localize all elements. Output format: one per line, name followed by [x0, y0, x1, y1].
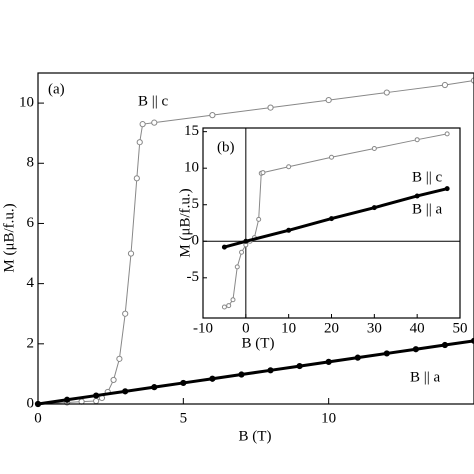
- data-point: [234, 264, 240, 270]
- y-tick-label: 15: [184, 123, 199, 139]
- data-point: [371, 145, 377, 151]
- data-point: [243, 238, 249, 244]
- data-point: [256, 216, 262, 222]
- x-axis-label: B (T): [239, 428, 272, 444]
- data-point: [63, 396, 71, 403]
- annotation: B || c: [138, 93, 169, 109]
- x-tick-label: 50: [453, 320, 468, 336]
- data-point: [325, 358, 332, 365]
- y-tick-label: 2: [27, 335, 35, 351]
- y-tick-label: 0: [192, 233, 200, 249]
- main-chart: 0 5 10 0 2 4 6 8 10 (a) B || c B || a B (T) M (μB/f.u…: [1, 72, 474, 444]
- data-point: [383, 350, 390, 357]
- data-point: [221, 304, 227, 310]
- data-point: [238, 371, 245, 378]
- data-point: [239, 249, 245, 255]
- data-point: [221, 244, 227, 250]
- x-tick-label: 5: [180, 410, 188, 426]
- data-point: [296, 362, 303, 370]
- data-point: [122, 388, 129, 395]
- y-tick-label: 0: [27, 395, 35, 411]
- y-tick-label: 4: [27, 275, 35, 291]
- data-point: [441, 341, 449, 349]
- axes-frame: [202, 127, 461, 319]
- x-tick-label: 40: [410, 320, 425, 336]
- axes-frame: [37, 72, 474, 405]
- data-point: [267, 104, 274, 111]
- data-point: [267, 367, 274, 374]
- data-point: [127, 250, 135, 257]
- data-point: [441, 81, 449, 89]
- inset-chart: -10 0 10 20 30 40 50 -5 0 5 10 15 (b) B || c B || a B (…: [177, 123, 467, 351]
- data-point: [230, 297, 236, 303]
- series-line: [37, 339, 474, 406]
- data-point: [226, 303, 232, 309]
- data-point: [412, 346, 419, 353]
- series-line: [224, 133, 448, 308]
- data-point: [383, 89, 390, 96]
- data-point: [329, 154, 334, 160]
- data-point: [136, 139, 143, 146]
- y-axis-label: M (μB/f.u.): [177, 188, 193, 257]
- data-point: [93, 397, 100, 405]
- data-point: [133, 175, 140, 182]
- y-axis-label: M (μB/f.u.): [1, 203, 17, 272]
- annotation: B || a: [410, 369, 441, 385]
- annotation: B || c: [412, 169, 443, 185]
- annotation: (b): [217, 139, 235, 155]
- data-point: [414, 137, 420, 143]
- data-point: [151, 384, 158, 391]
- x-tick-label: 0: [242, 320, 250, 336]
- data-point: [209, 112, 216, 119]
- data-point: [444, 186, 450, 192]
- y-tick-label: 10: [19, 95, 34, 111]
- data-point: [329, 216, 334, 222]
- data-point: [139, 121, 146, 128]
- y-tick-label: -5: [187, 269, 200, 285]
- y-tick-label: 6: [27, 215, 35, 231]
- data-point: [325, 96, 332, 104]
- data-point: [209, 375, 216, 382]
- data-point: [371, 205, 377, 211]
- x-tick-label: 0: [34, 410, 42, 426]
- data-point: [151, 119, 158, 126]
- data-point: [110, 376, 117, 384]
- data-point: [354, 354, 361, 361]
- x-tick-label: 30: [367, 320, 382, 336]
- data-point: [414, 193, 420, 199]
- x-tick-label: 20: [324, 320, 339, 336]
- data-point: [260, 170, 266, 176]
- data-point: [286, 164, 292, 170]
- data-point: [286, 227, 292, 233]
- x-tick-label: 10: [321, 410, 336, 426]
- x-tick-label: -10: [193, 320, 213, 336]
- data-point: [444, 131, 450, 137]
- annotation: B || a: [412, 201, 443, 217]
- data-point: [122, 310, 129, 317]
- data-point: [180, 379, 187, 387]
- y-tick-label: 10: [184, 160, 199, 176]
- data-point: [93, 392, 100, 399]
- x-tick-label: 10: [281, 320, 296, 336]
- annotation: (a): [48, 81, 65, 97]
- data-point: [116, 355, 123, 362]
- x-axis-label: B (T): [242, 335, 275, 351]
- y-tick-label: 5: [192, 196, 200, 212]
- y-tick-label: 8: [27, 155, 35, 171]
